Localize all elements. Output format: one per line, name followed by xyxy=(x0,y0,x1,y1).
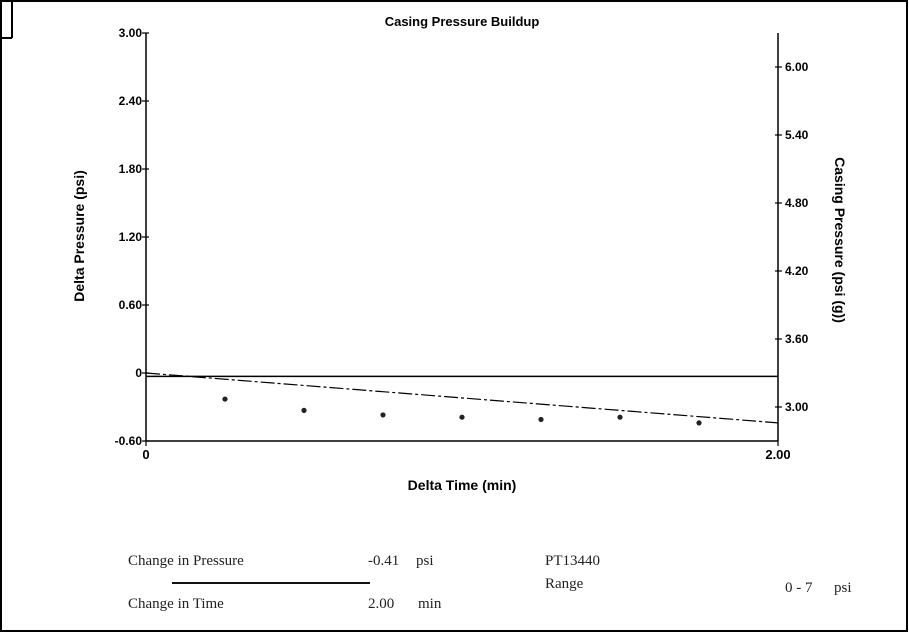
change-time-value: 2.00 xyxy=(368,596,395,612)
data-point xyxy=(380,412,386,418)
trend-line xyxy=(145,372,779,424)
y-axis-title: Delta Pressure (psi) xyxy=(71,170,87,302)
change-pressure-unit: psi xyxy=(416,553,434,569)
range-value: 0 - 7 xyxy=(785,580,813,596)
y2-tick-label: 4.80 xyxy=(785,196,809,210)
y-tick-label: 3.00 xyxy=(119,26,143,40)
y-tick-label: 1.80 xyxy=(119,162,143,176)
plot-area: 3.002.401.801.200.600-0.606.005.404.804.… xyxy=(115,26,809,462)
change-pressure-label: Change in Pressure xyxy=(128,553,244,569)
range-unit: psi xyxy=(834,580,852,596)
y2-tick-label: 4.20 xyxy=(785,264,809,278)
y-tick-label: -0.60 xyxy=(115,434,143,448)
data-point xyxy=(222,396,228,402)
x-tick-label: 2.00 xyxy=(765,447,790,462)
footer-rule xyxy=(172,582,370,584)
data-point xyxy=(617,414,623,420)
change-time-label: Change in Time xyxy=(128,596,224,612)
data-point xyxy=(459,414,465,420)
y2-tick-label: 6.00 xyxy=(785,60,809,74)
y2-tick-label: 5.40 xyxy=(785,128,809,142)
y-tick-label: 2.40 xyxy=(119,94,143,108)
y-tick-label: 1.20 xyxy=(119,230,143,244)
y-tick-label: 0 xyxy=(135,366,142,380)
y-tick-label: 0.60 xyxy=(119,298,143,312)
range-label: Range xyxy=(545,576,584,592)
data-point xyxy=(696,420,702,426)
y2-axis-title: Casing Pressure (psi (g)) xyxy=(832,157,848,323)
change-pressure-value: -0.41 xyxy=(368,553,400,569)
x-axis-title: Delta Time (min) xyxy=(408,477,517,493)
y2-tick-label: 3.00 xyxy=(785,400,809,414)
sensor-id: PT13440 xyxy=(545,553,601,569)
y2-tick-label: 3.60 xyxy=(785,332,809,346)
change-time-unit: min xyxy=(418,596,442,612)
data-point xyxy=(538,416,544,423)
chart-title: Casing Pressure Buildup xyxy=(385,14,540,29)
x-tick-label: 0 xyxy=(142,447,149,462)
data-point xyxy=(301,407,307,413)
